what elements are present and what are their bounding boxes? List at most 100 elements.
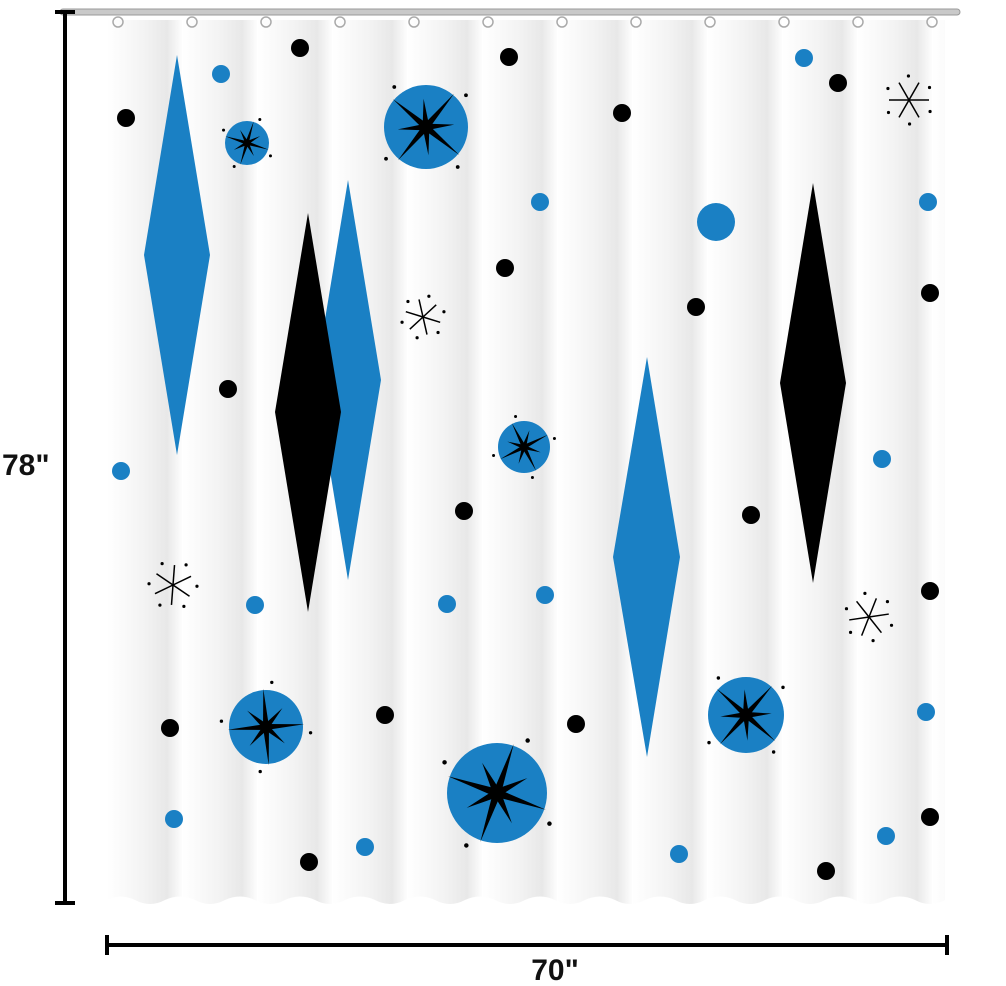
star-line [172,575,192,586]
dot [455,502,473,520]
diamond [275,213,341,612]
star-line [405,310,424,318]
star-ray [423,124,460,156]
star-dot [514,415,518,419]
hook [482,16,494,28]
star-ray [422,98,430,128]
star-dot [464,93,468,98]
dot [921,284,939,302]
star-ray [448,776,499,797]
width-label: 70" [531,954,579,986]
dot [161,719,179,737]
star-dot [547,821,552,826]
dot [165,810,183,828]
star-ray [523,444,541,453]
star-ray [507,441,525,450]
star-ray [246,141,269,150]
hook [778,16,790,28]
star-dot [415,336,419,340]
star-line [868,598,878,618]
dot [921,808,939,826]
star-line [898,99,910,118]
star-ray [495,789,546,810]
star-dot [716,676,721,680]
star-ray [742,689,750,716]
star-ray [745,711,772,719]
curtain-print [112,39,939,880]
star-line [868,616,883,634]
dot [500,48,518,66]
star-ray [245,121,254,144]
dot [877,827,895,845]
star-dot [258,118,262,122]
star-dot [928,109,932,114]
star-dot [492,453,496,457]
dot [536,586,554,604]
star-ray [225,136,248,145]
star-dot [889,623,894,627]
star-ray [263,688,269,728]
star-line [908,99,920,118]
star-ray [397,123,427,131]
dot [376,706,394,724]
diamond [780,183,846,583]
dot [687,298,705,316]
star-ray [522,446,537,471]
star-dot [219,719,224,723]
star-dot [885,600,890,604]
star-line [172,565,176,586]
star-ray [263,708,283,729]
star-ray [227,724,267,730]
small-star [844,591,894,643]
star-dot [848,630,853,634]
star-line [868,613,889,618]
hook [112,16,124,28]
star-dot [927,85,932,90]
star-line [422,316,441,324]
star-dot [436,330,440,335]
star-ray [480,791,501,842]
star-dot [400,320,404,324]
star-dot [406,299,410,304]
dot [670,845,688,863]
star-dot [442,310,446,314]
star-line [898,82,910,101]
dot [246,596,264,614]
star-ray [265,724,305,730]
hook [334,16,346,28]
star-dot [771,750,776,754]
star-dot [158,603,162,607]
hook [260,16,272,28]
star-dot [455,165,460,169]
dot [438,595,456,613]
height-label: 78" [2,449,50,482]
star-line [409,316,424,330]
star-ray [521,430,530,448]
small-star [886,74,932,126]
starburst [219,680,313,774]
star-ray [240,142,249,165]
starburst [492,415,556,479]
star-dot [464,843,469,848]
star-ray [743,685,773,718]
star-dot [781,685,785,690]
dot [567,715,585,733]
dot [117,109,135,127]
star-dot [886,110,891,115]
star-dot [232,164,236,168]
hook [408,16,420,28]
star-dot [270,680,274,685]
starburst [384,85,468,169]
star-line [154,584,174,595]
star-line [422,304,437,318]
star-dot [392,85,397,89]
hook [926,16,938,28]
star-ray [422,126,430,156]
dot [356,838,374,856]
dot [817,862,835,880]
small-star [147,562,199,608]
dot [742,506,760,524]
star-ray [423,93,455,130]
star-dot [525,738,530,743]
